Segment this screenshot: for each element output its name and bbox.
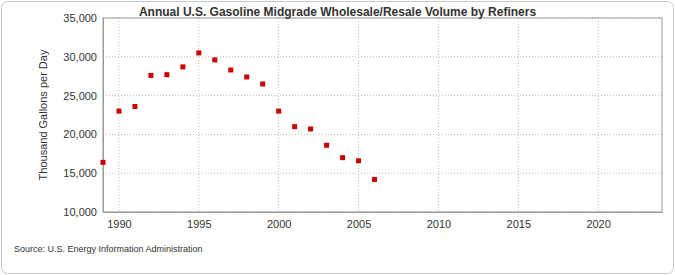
point bbox=[196, 50, 201, 55]
x-tick-label: 2005 bbox=[347, 218, 371, 230]
grid-line-y bbox=[103, 173, 662, 174]
title: Annual U.S. Gasoline Midgrade Wholesale/… bbox=[139, 5, 537, 19]
y-tick: 10,000 bbox=[63, 206, 103, 218]
y-tick-label: 10,000 bbox=[63, 206, 97, 218]
point bbox=[356, 158, 361, 163]
y-tick-label: 20,000 bbox=[63, 128, 97, 140]
point bbox=[276, 109, 281, 114]
x-axis: 1990 1995 2000 2005 2010 2015 2020 bbox=[104, 212, 663, 230]
point bbox=[244, 74, 249, 79]
point bbox=[324, 143, 329, 148]
x-tick-label: 2020 bbox=[586, 218, 610, 230]
point bbox=[116, 109, 121, 114]
x-tick-label: 2010 bbox=[427, 218, 451, 230]
grid-line-y bbox=[103, 56, 662, 57]
point bbox=[308, 126, 313, 131]
x-tick: 1990 bbox=[107, 212, 131, 230]
point bbox=[260, 81, 265, 86]
grid-line-y bbox=[103, 134, 662, 135]
x-tick: 2010 bbox=[427, 212, 451, 230]
y-tick: 15,000 bbox=[63, 167, 103, 179]
x-tick-label: 1990 bbox=[107, 218, 131, 230]
point bbox=[101, 160, 106, 165]
grid-line-x bbox=[358, 18, 359, 212]
point bbox=[292, 124, 297, 129]
y-axis: 10,000 15,000 20,000 25,000 30,000 35,000 bbox=[63, 12, 103, 218]
x-tick-label: 2015 bbox=[507, 218, 531, 230]
point bbox=[148, 73, 153, 78]
y-tick: 20,000 bbox=[63, 128, 103, 140]
x-tick: 2020 bbox=[586, 212, 610, 230]
y-tick-label: 15,000 bbox=[63, 167, 97, 179]
x-tick-label: 2000 bbox=[267, 218, 291, 230]
y-tick-label: 35,000 bbox=[63, 12, 97, 24]
point bbox=[372, 177, 377, 182]
y-tick: 35,000 bbox=[63, 12, 103, 24]
point bbox=[228, 67, 233, 72]
grid-line-x bbox=[118, 18, 119, 212]
grid bbox=[103, 18, 662, 212]
y-axis-title: Thousand Gallons per Day bbox=[37, 49, 49, 180]
point bbox=[180, 64, 185, 69]
x-tick: 2005 bbox=[347, 212, 371, 230]
x-tick: 1995 bbox=[187, 212, 211, 230]
point bbox=[212, 57, 217, 62]
plot-area bbox=[103, 18, 662, 212]
source: Source: U.S. Energy Information Administ… bbox=[14, 244, 203, 254]
y-tick-label: 25,000 bbox=[63, 90, 97, 102]
grid-line-x bbox=[518, 18, 519, 212]
grid-line-x bbox=[278, 18, 279, 212]
point bbox=[164, 72, 169, 77]
y-tick: 30,000 bbox=[63, 51, 103, 63]
x-tick: 2000 bbox=[267, 212, 291, 230]
y-tick-label: 30,000 bbox=[63, 51, 97, 63]
x-tick-label: 1995 bbox=[187, 218, 211, 230]
plot-frame bbox=[103, 18, 662, 212]
x-tick: 2015 bbox=[507, 212, 531, 230]
plot: 10,000 15,000 20,000 25,000 30,000 35,000 1990… bbox=[63, 12, 662, 230]
grid-line-y bbox=[103, 95, 662, 96]
grid-line-x bbox=[598, 18, 599, 212]
point bbox=[132, 104, 137, 109]
grid-line-x bbox=[198, 18, 199, 212]
marks bbox=[101, 50, 378, 181]
y-tick: 25,000 bbox=[63, 90, 103, 102]
grid-line-x bbox=[438, 18, 439, 212]
background bbox=[2, 2, 674, 274]
point bbox=[340, 155, 345, 160]
chart: 10,000 15,000 20,000 25,000 30,000 35,000 1990… bbox=[0, 0, 675, 275]
